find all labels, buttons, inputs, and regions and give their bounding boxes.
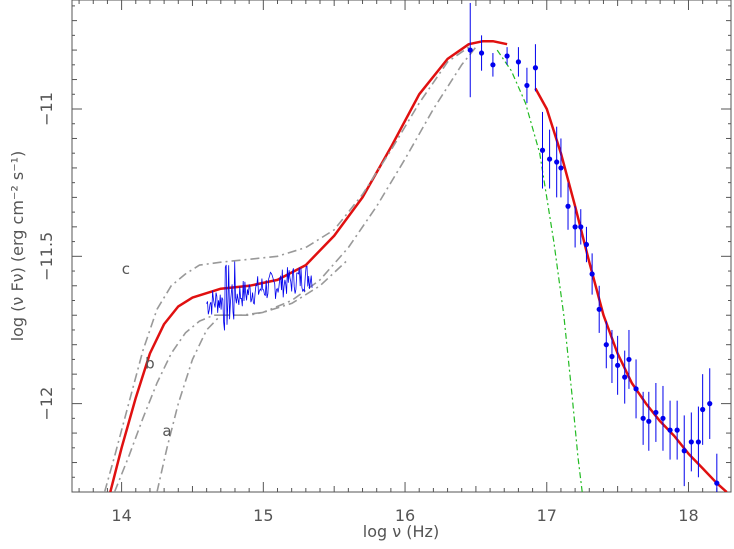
data-point — [572, 224, 578, 230]
data-point — [615, 362, 621, 368]
data-point — [646, 418, 652, 424]
curve-label-a: a — [162, 422, 171, 440]
data-point — [626, 356, 632, 363]
data-point — [674, 427, 680, 433]
data-point — [714, 480, 720, 486]
xray-data-points — [467, 2, 720, 492]
y-axis-label: log (ν Fν) (erg cm⁻² s⁻¹) — [8, 151, 27, 342]
data-point — [554, 159, 560, 165]
data-point — [524, 82, 530, 89]
data-point — [660, 415, 666, 421]
x-axis-label: log ν (Hz) — [363, 522, 439, 541]
data-point — [622, 374, 628, 380]
data-point — [695, 439, 702, 445]
data-point — [490, 62, 496, 68]
curve-label-b: b — [145, 354, 155, 372]
data-point — [478, 50, 485, 56]
data-point — [707, 401, 713, 407]
model-curve-a — [156, 46, 477, 492]
curve-label-c: c — [122, 260, 130, 278]
data-point — [603, 342, 609, 348]
curve-labels: a b c — [122, 260, 172, 440]
x-tick-label: 14 — [111, 506, 131, 525]
data-point — [565, 203, 571, 209]
data-point — [515, 59, 522, 65]
data-point — [578, 224, 584, 230]
data-point — [583, 241, 590, 248]
model-curve-solid-red — [109, 39, 508, 492]
data-point — [640, 415, 646, 421]
data-point — [667, 427, 673, 433]
axis-tick-labels: 14 15 16 17 18 −11 −11.5 −12 — [37, 92, 699, 525]
plot-frame — [71, 0, 732, 493]
data-point — [539, 147, 546, 153]
data-point — [558, 165, 564, 171]
data-point — [609, 353, 615, 360]
x-tick-label: 17 — [537, 506, 557, 525]
data-point — [633, 386, 639, 392]
data-point — [467, 47, 473, 53]
y-tick-label: −12 — [37, 387, 56, 421]
y-tick-label: −11.5 — [37, 232, 56, 281]
data-point — [504, 53, 510, 59]
axis-ticks — [72, 0, 732, 493]
model-curve-dashdot-green — [496, 49, 583, 492]
data-point — [532, 65, 539, 71]
data-point — [596, 306, 602, 312]
data-point — [681, 448, 687, 454]
data-point — [546, 156, 553, 162]
data-point — [653, 409, 659, 416]
model-curves — [103, 39, 728, 492]
x-tick-label: 15 — [253, 506, 273, 525]
x-tick-label: 16 — [395, 506, 415, 525]
x-tick-label: 18 — [678, 506, 698, 525]
y-tick-label: −11 — [37, 92, 56, 126]
model-curve-c — [103, 46, 470, 492]
optical-spectrum-line — [206, 261, 313, 331]
data-point — [589, 271, 595, 277]
data-point — [700, 406, 706, 413]
optical-spectrum — [206, 261, 313, 331]
data-point — [688, 439, 694, 445]
